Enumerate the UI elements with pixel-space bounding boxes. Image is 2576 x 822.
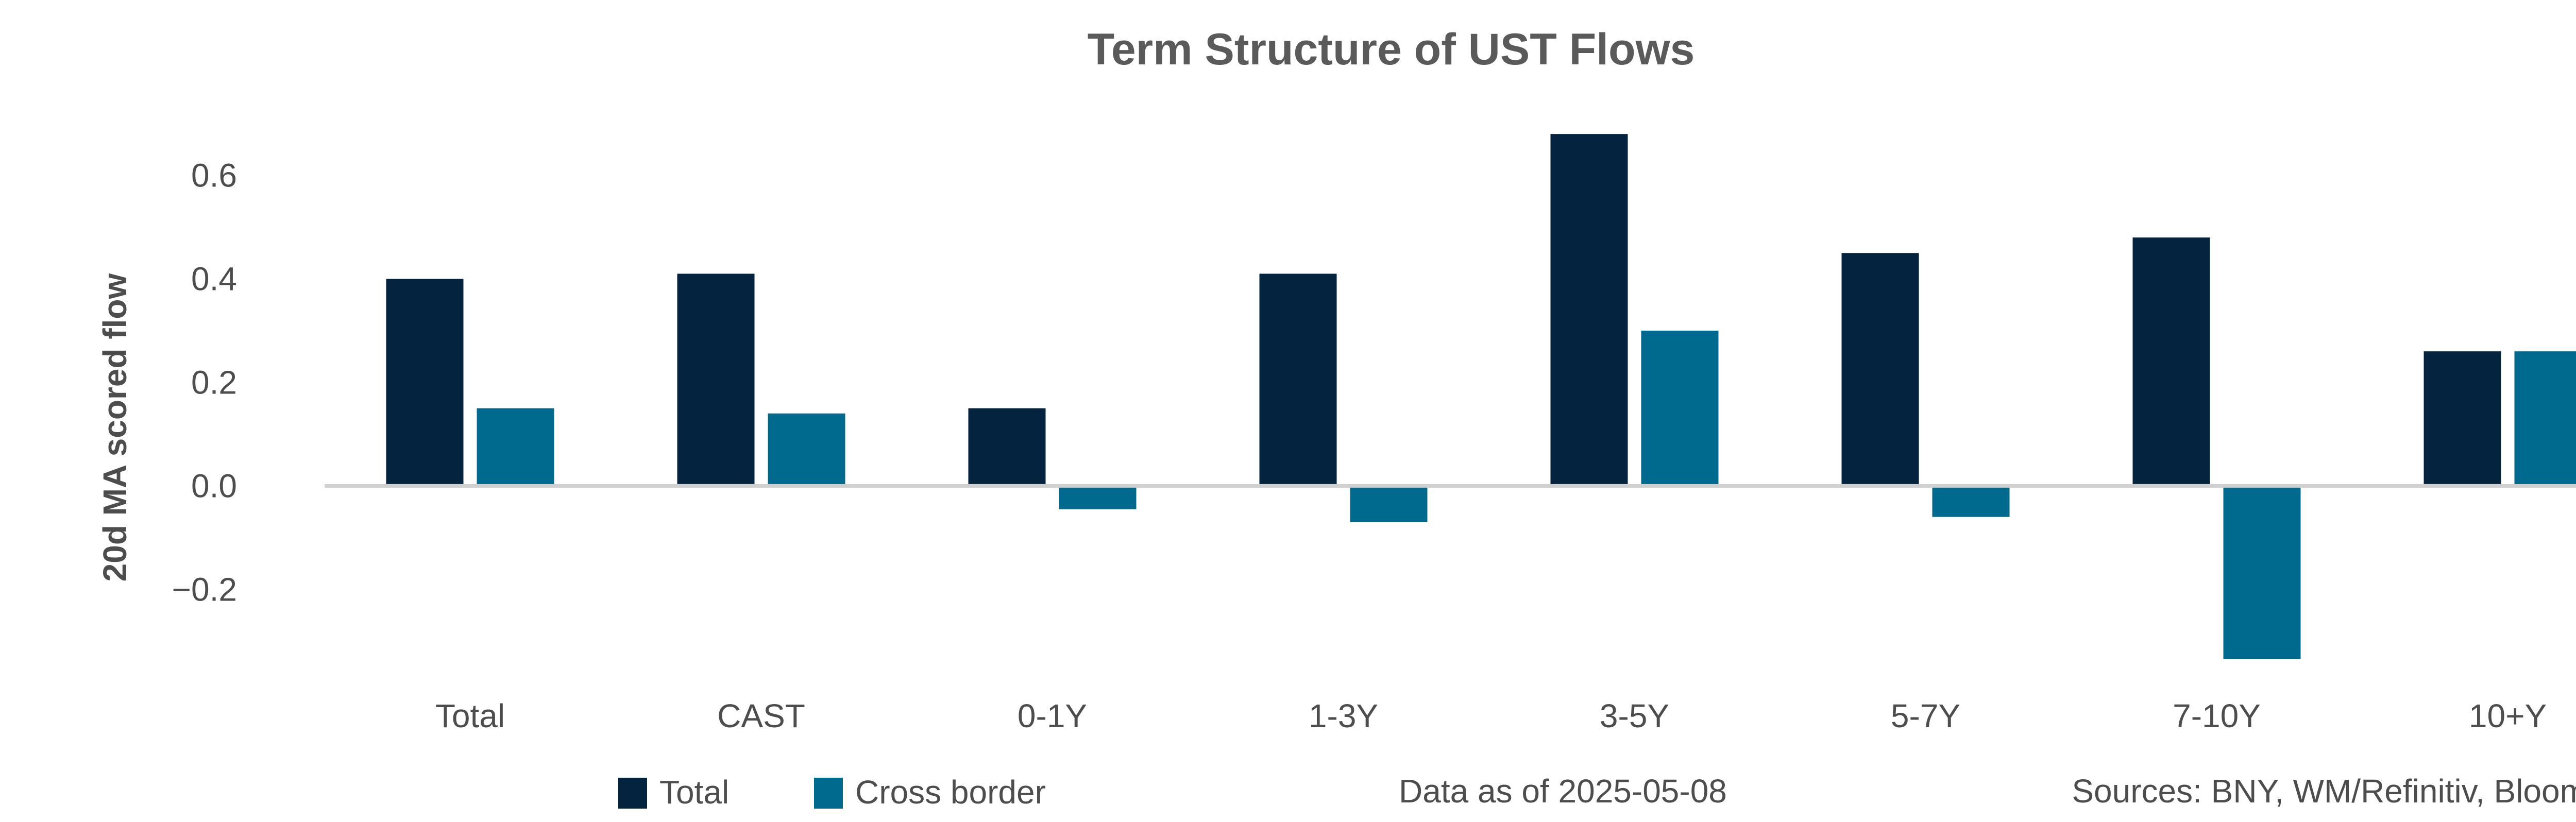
x-tick-label: 0-1Y [1018,697,1087,734]
bar-cross-border-5-7y [1932,486,2010,517]
legend-swatch-total [618,778,647,809]
bar-total-1-3y [1259,273,1337,486]
chart-title: Term Structure of UST Flows [1088,25,1695,74]
x-tick-label: Total [435,697,505,734]
bar-total-total [386,279,464,486]
x-tick-label: 10+Y [2469,697,2547,734]
y-tick-label: −0.2 [172,571,237,608]
bars [386,134,2576,659]
y-tick-label: 0.0 [191,467,237,504]
data-as-of-note: Data as of 2025-05-08 [1399,773,1727,810]
y-tick-label: 0.2 [191,364,237,401]
bar-cross-border-0-1y [1059,486,1137,509]
bar-cross-border-cast [768,413,845,486]
y-axis-label: 20d MA scored flow [96,273,133,581]
bar-total-3-5y [1550,134,1628,486]
bar-cross-border-7-10y [2223,486,2301,659]
bar-cross-border-total [477,408,554,486]
bar-cross-border-10-y [2514,351,2576,486]
bar-total-0-1y [968,408,1046,486]
bar-cross-border-1-3y [1350,486,1428,522]
bar-total-5-7y [1841,253,1919,486]
legend-label-total: Total [659,774,729,811]
legend-swatch-cross-border [814,778,843,809]
y-tick-label: 0.4 [191,261,237,298]
x-tick-label: 1-3Y [1309,697,1378,734]
x-axis-ticks: Total CAST 0-1Y 1-3Y 3-5Y 5-7Y 7-10Y 10+Y [435,697,2547,734]
x-tick-label: 5-7Y [1891,697,1960,734]
bar-total-cast [677,273,755,486]
bar-cross-border-3-5y [1641,330,1719,486]
sources-note: Sources: BNY, WM/Refinitiv, Bloomberg [2072,773,2576,810]
legend: Total Cross border [618,774,1046,811]
x-tick-label: CAST [717,697,805,734]
legend-label-cross-border: Cross border [855,774,1046,811]
x-tick-label: 3-5Y [1600,697,1669,734]
bar-total-7-10y [2132,237,2210,486]
y-axis-ticks: −0.2 0.0 0.2 0.4 0.6 [172,157,237,608]
bar-total-10-y [2424,351,2501,486]
x-tick-label: 7-10Y [2173,697,2261,734]
y-tick-label: 0.6 [191,157,237,194]
